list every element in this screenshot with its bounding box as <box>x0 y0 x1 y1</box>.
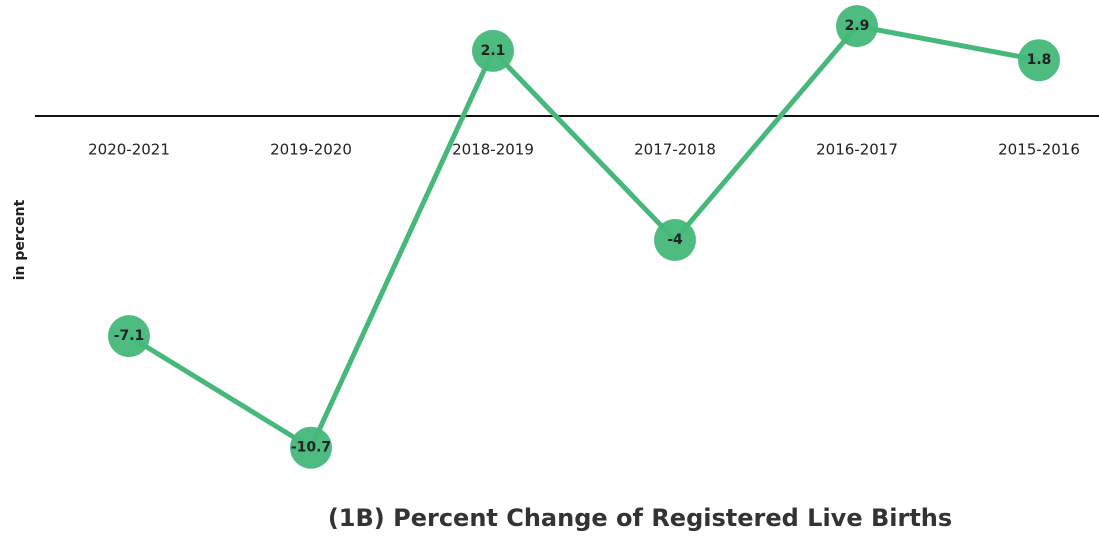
x-tick-label: 2019-2020 <box>270 141 352 159</box>
data-label: -4 <box>667 232 683 248</box>
data-label: -10.7 <box>291 440 331 456</box>
data-label: 1.8 <box>1027 52 1052 68</box>
point <box>472 29 514 72</box>
point <box>654 219 696 261</box>
x-tick-label: 2020-2021 <box>88 141 170 159</box>
point <box>108 315 150 358</box>
x-tick-label: 2017-2018 <box>634 141 716 159</box>
data-label: 2.9 <box>845 18 870 34</box>
data-label: -7.1 <box>114 328 145 344</box>
data-label: 2.1 <box>481 43 506 59</box>
point <box>290 426 332 469</box>
point <box>1018 39 1060 82</box>
y-axis-label: in percent <box>12 199 28 280</box>
x-tick-label: 2018-2019 <box>452 141 534 159</box>
x-tick-label: 2016-2017 <box>816 141 898 159</box>
line <box>127 23 1040 451</box>
x-tick-label: 2015-2016 <box>998 141 1080 159</box>
point <box>836 5 878 48</box>
chart-title: (1B) Percent Change of Registered Live B… <box>328 504 952 532</box>
